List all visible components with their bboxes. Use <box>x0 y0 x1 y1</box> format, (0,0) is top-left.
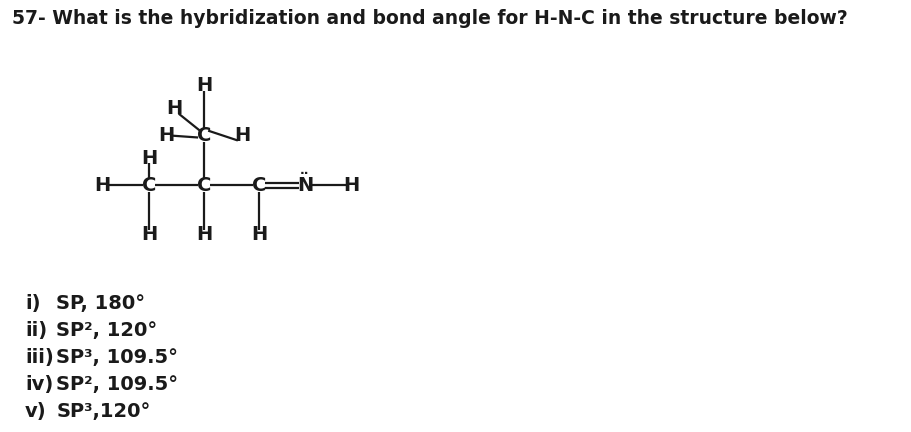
Text: H: H <box>196 226 212 245</box>
Text: H: H <box>343 176 360 195</box>
Text: H: H <box>158 126 174 145</box>
Text: H: H <box>141 149 158 168</box>
Text: SP², 120°: SP², 120° <box>56 321 158 340</box>
Text: 57- What is the hybridization and bond angle for H-N-C in the structure below?: 57- What is the hybridization and bond a… <box>12 10 847 29</box>
Text: N: N <box>297 176 313 195</box>
Text: SP³, 109.5°: SP³, 109.5° <box>56 348 179 367</box>
Text: SP², 109.5°: SP², 109.5° <box>56 375 179 394</box>
Text: iv): iv) <box>25 375 53 394</box>
Text: C: C <box>251 176 266 195</box>
Text: C: C <box>197 176 211 195</box>
Text: ii): ii) <box>25 321 47 340</box>
Text: SP³,120°: SP³,120° <box>56 402 150 421</box>
Text: H: H <box>141 226 158 245</box>
Text: H: H <box>234 126 251 145</box>
Text: i): i) <box>25 295 40 314</box>
Text: C: C <box>197 126 211 145</box>
Text: H: H <box>167 99 182 118</box>
Text: ··: ·· <box>300 167 309 180</box>
Text: SP, 180°: SP, 180° <box>56 295 146 314</box>
Text: C: C <box>142 176 157 195</box>
Text: H: H <box>196 76 212 95</box>
Text: iii): iii) <box>25 348 54 367</box>
Text: H: H <box>95 176 111 195</box>
Text: v): v) <box>25 402 46 421</box>
Text: H: H <box>251 226 267 245</box>
